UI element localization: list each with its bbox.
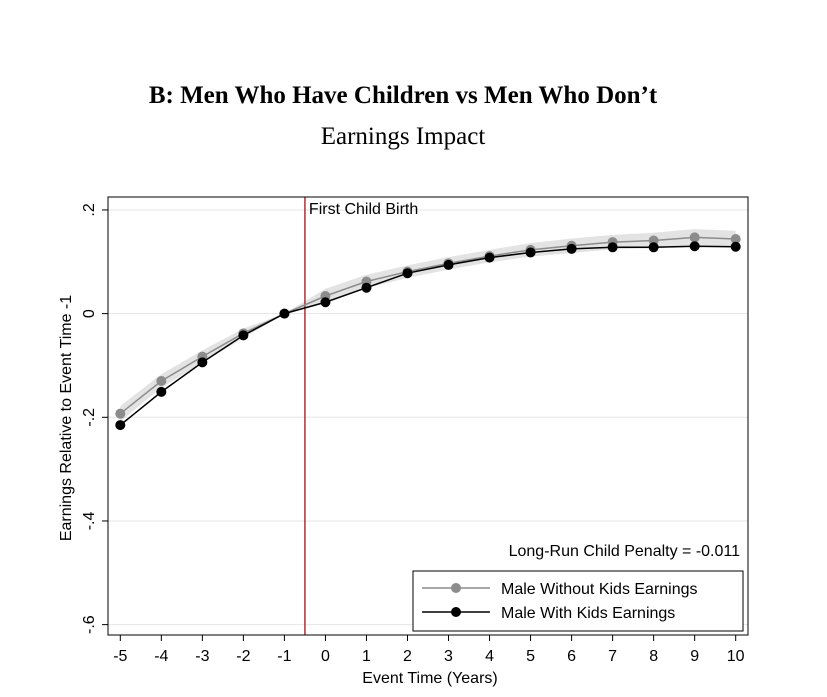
- x-tick-label: -1: [277, 648, 291, 665]
- y-tick-label: -.6: [81, 615, 98, 634]
- series-line: [119, 236, 736, 415]
- first-child-birth-label: First Child Birth: [309, 201, 418, 218]
- confidence-band-layer: [120, 229, 736, 422]
- data-point: [730, 241, 741, 252]
- x-tick-label: 5: [526, 648, 535, 665]
- x-tick-label: 6: [567, 648, 576, 665]
- x-tick-label: -3: [195, 648, 209, 665]
- legend-swatch-marker: [451, 607, 461, 617]
- y-axis-ticks: .2 0 -.2 -.4 -.6: [81, 203, 108, 634]
- data-point: [443, 259, 454, 270]
- chart-title: B: Men Who Have Children vs Men Who Don’…: [149, 82, 658, 109]
- data-point: [156, 386, 167, 397]
- data-point: [566, 243, 577, 254]
- y-tick-label: 0: [81, 309, 98, 318]
- data-point: [525, 247, 536, 258]
- x-tick-label: 10: [727, 648, 745, 665]
- vertical-line-layer: First Child Birth: [304, 197, 418, 635]
- series-layer: [115, 232, 741, 431]
- data-point: [402, 268, 413, 279]
- long-run-penalty-annotation: Long-Run Child Penalty = -0.011: [509, 543, 741, 560]
- series-line: [119, 245, 736, 426]
- data-point: [156, 376, 167, 387]
- x-tick-label: -4: [154, 648, 168, 665]
- y-tick-label: -.4: [81, 512, 98, 531]
- data-point: [484, 252, 495, 263]
- data-point: [197, 357, 208, 368]
- series-male-with-kids: [115, 241, 741, 431]
- x-tick-label: 7: [608, 648, 617, 665]
- legend-item-male-with-kids: Male With Kids Earnings: [422, 605, 675, 622]
- legend-swatch-marker: [451, 583, 461, 593]
- legend-label: Male With Kids Earnings: [501, 605, 675, 622]
- x-tick-label: 2: [403, 648, 412, 665]
- legend: Male Without Kids Earnings Male With Kid…: [412, 570, 744, 632]
- x-tick-label: 9: [690, 648, 699, 665]
- x-tick-label: 1: [362, 648, 371, 665]
- data-point: [320, 297, 331, 308]
- x-tick-label: 0: [321, 648, 330, 665]
- x-tick-label: -2: [236, 648, 250, 665]
- data-point: [361, 282, 372, 293]
- x-tick-label: -5: [113, 648, 127, 665]
- legend-box: [412, 570, 744, 632]
- data-point: [730, 233, 741, 244]
- plot-frame: [107, 196, 749, 636]
- data-point: [607, 242, 618, 253]
- legend-label: Male Without Kids Earnings: [501, 581, 698, 598]
- data-point: [648, 242, 659, 253]
- x-tick-label: 8: [649, 648, 658, 665]
- x-axis-ticks: -5 -4 -3 -2 -1 0 1 2 3 4 5 6 7 8 9 10: [113, 635, 745, 665]
- data-point: [689, 241, 700, 252]
- y-tick-label: -.2: [81, 408, 98, 427]
- y-axis-label: Earnings Relative to Event Time -1: [58, 295, 75, 541]
- legend-item-male-without-kids: Male Without Kids Earnings: [422, 581, 698, 598]
- confidence-band-male-without-kids: [120, 229, 736, 422]
- x-tick-label: 4: [485, 648, 494, 665]
- chart-subtitle: Earnings Impact: [321, 123, 486, 150]
- series-male-without-kids: [115, 232, 741, 419]
- data-point: [279, 308, 290, 319]
- x-tick-label: 3: [444, 648, 453, 665]
- x-axis-label: Event Time (Years): [362, 670, 497, 687]
- data-point: [238, 330, 249, 341]
- data-point: [115, 408, 126, 419]
- data-point: [689, 232, 700, 243]
- data-point: [115, 420, 126, 431]
- y-tick-label: .2: [81, 203, 98, 216]
